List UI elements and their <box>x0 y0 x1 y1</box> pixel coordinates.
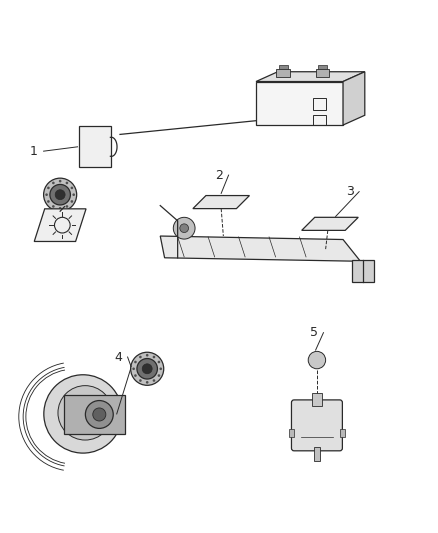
Polygon shape <box>256 82 343 125</box>
Circle shape <box>85 400 113 429</box>
Circle shape <box>139 379 142 382</box>
Text: 4: 4 <box>114 351 122 364</box>
Bar <box>79 126 111 167</box>
Polygon shape <box>193 196 250 208</box>
Circle shape <box>146 381 148 384</box>
Polygon shape <box>343 72 365 125</box>
Circle shape <box>142 364 152 374</box>
Text: 2: 2 <box>215 168 223 182</box>
Circle shape <box>66 182 68 184</box>
Circle shape <box>71 187 73 189</box>
Circle shape <box>153 379 155 382</box>
Polygon shape <box>64 395 125 434</box>
Polygon shape <box>160 236 360 261</box>
Circle shape <box>159 367 162 370</box>
Circle shape <box>180 224 188 232</box>
FancyBboxPatch shape <box>291 400 343 451</box>
Circle shape <box>146 354 148 357</box>
Circle shape <box>59 180 61 182</box>
Bar <box>314 98 326 110</box>
Circle shape <box>47 200 50 203</box>
Circle shape <box>55 190 65 200</box>
Bar <box>318 65 327 69</box>
Circle shape <box>134 361 137 364</box>
Polygon shape <box>34 209 86 241</box>
Circle shape <box>66 205 68 208</box>
Circle shape <box>158 374 160 377</box>
Bar <box>312 393 322 406</box>
Circle shape <box>58 386 113 440</box>
Bar <box>289 429 294 437</box>
Circle shape <box>131 352 164 385</box>
Bar <box>340 429 345 437</box>
Circle shape <box>44 178 77 211</box>
Polygon shape <box>256 72 365 82</box>
Circle shape <box>173 217 195 239</box>
Polygon shape <box>302 217 358 230</box>
Circle shape <box>45 193 48 196</box>
Circle shape <box>139 356 142 358</box>
Circle shape <box>71 200 73 203</box>
Circle shape <box>50 184 71 205</box>
Circle shape <box>44 375 122 453</box>
Circle shape <box>132 367 135 370</box>
Circle shape <box>308 351 325 369</box>
Bar <box>314 116 326 125</box>
Circle shape <box>153 356 155 358</box>
Text: 5: 5 <box>310 326 318 339</box>
Bar <box>352 260 374 282</box>
Text: 3: 3 <box>346 185 353 198</box>
Text: 1: 1 <box>30 144 38 158</box>
Circle shape <box>137 359 157 379</box>
Circle shape <box>158 361 160 364</box>
Circle shape <box>47 187 50 189</box>
Bar <box>314 447 320 461</box>
Circle shape <box>52 205 55 208</box>
Circle shape <box>59 207 61 209</box>
Bar <box>276 69 290 77</box>
Circle shape <box>134 374 137 377</box>
Circle shape <box>72 193 75 196</box>
Circle shape <box>52 182 55 184</box>
Circle shape <box>93 408 106 421</box>
Bar <box>316 69 328 77</box>
Bar <box>279 65 288 69</box>
